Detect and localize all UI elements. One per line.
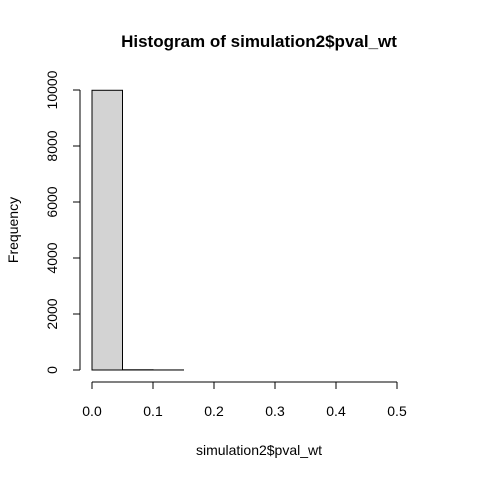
y-tick-label: 10000 <box>44 70 60 109</box>
y-axis: 0 2000 4000 6000 8000 10000 <box>44 70 81 374</box>
x-tick-label: 0.0 <box>82 403 102 419</box>
y-tick-label: 2000 <box>44 298 60 329</box>
x-axis: 0.0 0.1 0.2 0.3 0.4 0.5 <box>82 381 407 419</box>
x-tick-label: 0.3 <box>265 403 285 419</box>
chart-title: Histogram of simulation2$pval_wt <box>121 32 397 51</box>
y-tick-label: 6000 <box>44 186 60 217</box>
x-axis-label: simulation2$pval_wt <box>196 442 322 458</box>
x-tick-label: 0.1 <box>143 403 163 419</box>
y-tick-label: 8000 <box>44 130 60 161</box>
y-tick-label: 0 <box>44 366 60 374</box>
x-tick-label: 0.5 <box>387 403 407 419</box>
histogram-bars <box>91 89 184 371</box>
y-axis-label: Frequency <box>5 197 21 263</box>
histogram-bar <box>91 89 123 371</box>
x-tick-label: 0.2 <box>204 403 224 419</box>
x-tick-label: 0.4 <box>326 403 346 419</box>
y-tick-label: 4000 <box>44 242 60 273</box>
